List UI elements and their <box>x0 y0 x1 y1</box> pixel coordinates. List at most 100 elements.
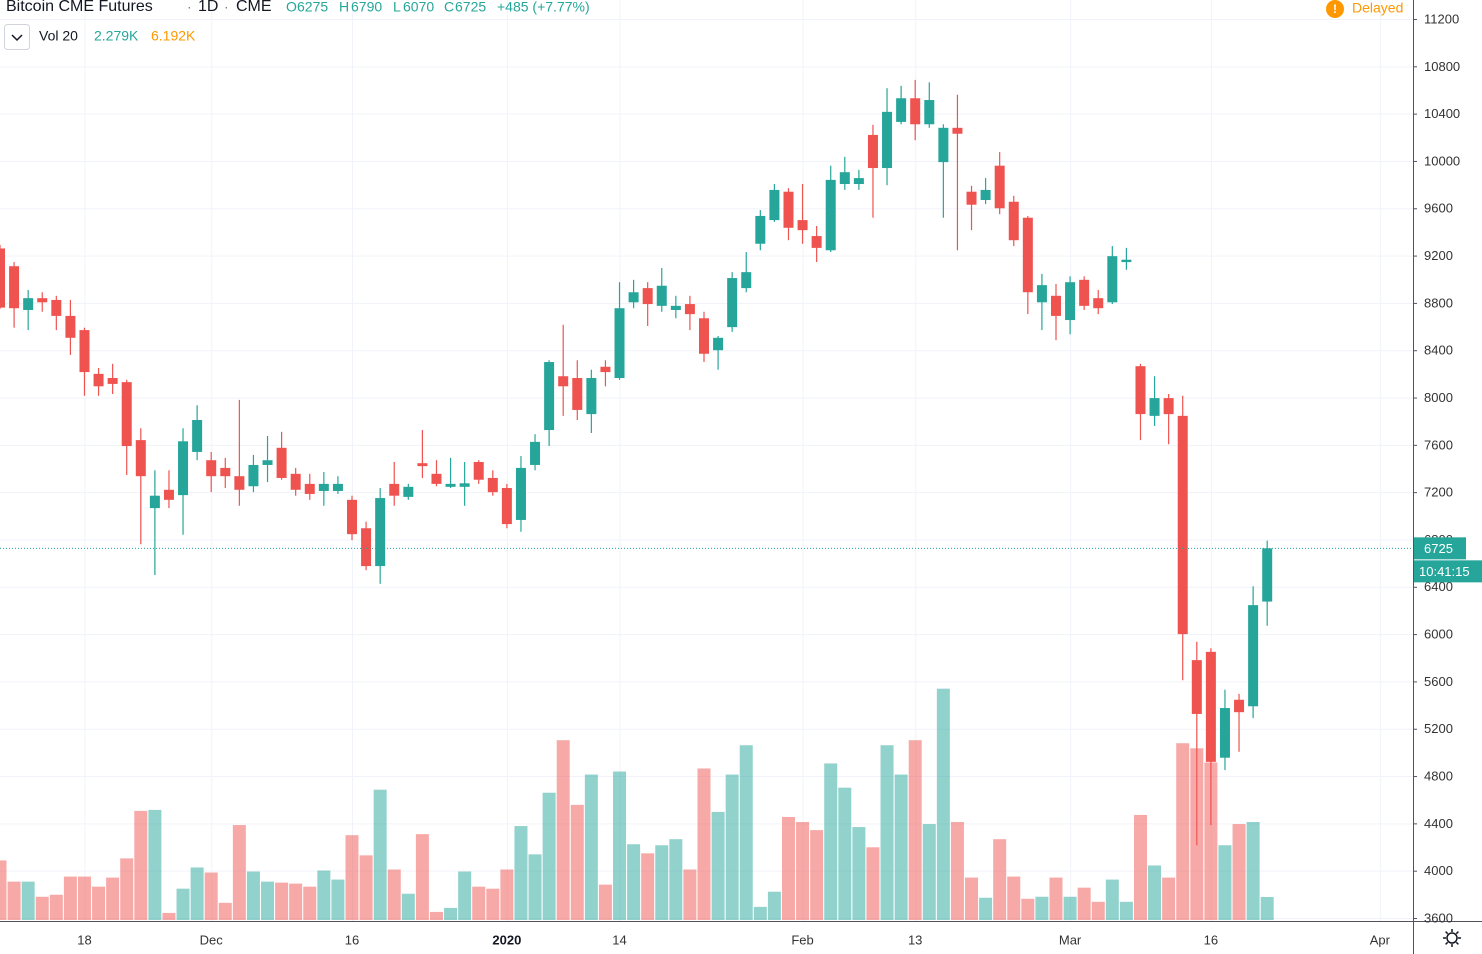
x-tick-label: 18 <box>77 932 91 947</box>
collapse-button[interactable] <box>4 24 30 50</box>
candle-body <box>290 473 301 490</box>
candle-body <box>1093 298 1104 309</box>
candle-body <box>1135 366 1146 415</box>
delayed-icon[interactable] <box>1326 0 1344 18</box>
candle-body <box>403 486 414 497</box>
candle-body <box>1149 398 1160 416</box>
candle-body <box>459 483 470 487</box>
volume-bar <box>232 825 246 920</box>
x-tick-label: 13 <box>908 932 922 947</box>
close-value: 6725 <box>455 0 486 15</box>
volume-bar <box>570 804 584 920</box>
candle-body <box>178 441 189 496</box>
candle-body <box>389 483 400 496</box>
volume-bar <box>627 844 641 920</box>
countdown-box <box>1414 560 1482 583</box>
volume-bar <box>866 847 880 920</box>
candle-body <box>0 248 5 308</box>
volume-bar <box>979 897 993 920</box>
candle-body <box>980 189 991 200</box>
volume-bar <box>1063 896 1077 920</box>
candle-body <box>417 463 428 467</box>
volume-bar <box>838 787 852 920</box>
candle-layer <box>0 79 1273 846</box>
volume-bar <box>1218 845 1232 920</box>
volume-bar <box>852 827 866 920</box>
candle-body <box>1008 201 1019 241</box>
volume-bar <box>7 881 21 920</box>
volume-bar <box>1119 901 1133 920</box>
candle-body <box>220 467 231 477</box>
candle-body <box>642 288 653 305</box>
candle-body <box>304 483 315 494</box>
candle-body <box>572 378 583 410</box>
candle-body <box>1065 282 1076 321</box>
volume-bar <box>753 906 767 920</box>
candle-body <box>9 266 20 309</box>
volume-bar <box>1204 762 1218 920</box>
volume-bar <box>542 792 556 920</box>
volume-bar <box>275 882 289 920</box>
volume-bar <box>1077 887 1091 920</box>
volume-bar <box>1176 743 1190 920</box>
y-tick-label: 7200 <box>1424 485 1453 500</box>
volume-bar <box>993 839 1007 920</box>
volume-bar <box>641 853 655 920</box>
volume-bar <box>796 822 810 920</box>
volume-bar <box>655 845 669 920</box>
candle-body <box>107 378 118 384</box>
candle-body <box>699 318 709 354</box>
candle-body <box>79 330 90 373</box>
volume-bar <box>331 879 345 920</box>
candle-body <box>853 178 864 185</box>
candle-body <box>65 315 76 338</box>
x-tick-label: Apr <box>1370 932 1391 947</box>
separator: · <box>187 0 192 15</box>
settings-icon[interactable] <box>1443 929 1461 947</box>
candle-body <box>248 464 259 487</box>
volume-bar <box>697 768 711 920</box>
candle-body <box>206 460 217 477</box>
y-tick-label: 4400 <box>1424 816 1453 831</box>
volume-bar <box>359 855 373 920</box>
candle-body <box>318 483 329 491</box>
volume-bar <box>683 869 697 920</box>
candle-body <box>684 304 695 315</box>
volume-last: 2.279K <box>94 28 139 44</box>
candle-body <box>882 111 893 169</box>
volume-bar <box>950 822 964 920</box>
candle-body <box>755 215 766 244</box>
volume-bar <box>908 740 922 920</box>
volume-bar <box>204 872 218 920</box>
candle-body <box>149 495 160 509</box>
candle-body <box>1191 660 1202 714</box>
volume-bar <box>894 774 908 920</box>
delayed-icon-glyph: ! <box>1333 2 1337 16</box>
low-letter: L <box>393 0 401 15</box>
candle-body <box>530 441 541 465</box>
volume-bar <box>781 816 795 920</box>
volume-bar <box>1232 824 1246 920</box>
axis-layer: 3600400044004800520056006000640068007200… <box>77 11 1460 947</box>
y-tick-label: 7600 <box>1424 437 1453 452</box>
volume-bar <box>486 888 500 920</box>
y-tick-label: 11200 <box>1424 11 1459 26</box>
candle-body <box>445 483 456 487</box>
volume-bar <box>1007 876 1021 920</box>
volume-bar <box>148 809 162 920</box>
exchange: CME <box>236 0 272 15</box>
high-value: 6790 <box>351 0 382 15</box>
candle-body <box>910 98 921 125</box>
candle-body <box>656 285 667 306</box>
delayed-status[interactable]: Delayed <box>1352 0 1403 16</box>
volume-bar <box>246 871 260 920</box>
candle-body <box>1163 398 1174 415</box>
candle-body <box>994 165 1005 209</box>
volume-bar <box>176 888 190 920</box>
volume-bar <box>514 826 528 920</box>
volume-bar <box>444 907 458 920</box>
volume-bar <box>261 881 275 920</box>
candle-body <box>51 299 62 316</box>
candle-body <box>713 337 724 351</box>
